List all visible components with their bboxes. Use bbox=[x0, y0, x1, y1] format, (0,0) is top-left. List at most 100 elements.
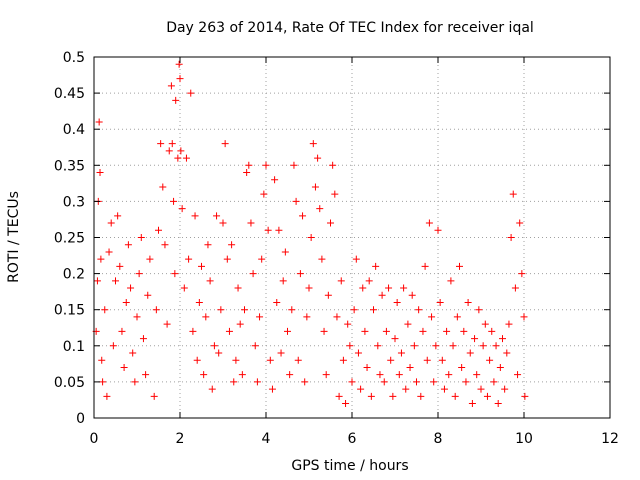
data-point bbox=[178, 205, 186, 213]
data-point bbox=[225, 327, 233, 335]
y-tick-label: 0.4 bbox=[63, 122, 85, 138]
data-point bbox=[468, 400, 476, 408]
data-point bbox=[327, 219, 334, 227]
data-point bbox=[359, 284, 367, 292]
data-point bbox=[477, 385, 485, 393]
data-point bbox=[344, 320, 352, 328]
data-point bbox=[460, 327, 468, 335]
x-tick-label: 0 bbox=[90, 431, 99, 447]
x-axis-label: GPS time / hours bbox=[291, 458, 408, 474]
axis-ticks bbox=[93, 56, 611, 419]
data-point bbox=[279, 277, 287, 285]
data-point bbox=[430, 378, 438, 386]
data-point bbox=[174, 154, 182, 162]
data-point bbox=[99, 378, 107, 386]
data-point bbox=[114, 212, 122, 220]
data-point bbox=[275, 226, 283, 234]
data-point bbox=[273, 298, 281, 306]
data-point bbox=[97, 255, 105, 263]
data-point bbox=[509, 190, 517, 198]
data-point bbox=[305, 284, 313, 292]
y-tick-label: 0.05 bbox=[54, 375, 85, 391]
y-tick-label: 0.3 bbox=[63, 194, 85, 210]
data-point bbox=[168, 140, 176, 148]
x-tick-label: 12 bbox=[601, 431, 619, 447]
data-point bbox=[499, 335, 506, 343]
data-point bbox=[107, 219, 115, 227]
data-point bbox=[423, 356, 431, 364]
data-point bbox=[385, 284, 393, 292]
data-point bbox=[471, 335, 479, 343]
data-point bbox=[292, 197, 300, 205]
data-point bbox=[395, 371, 403, 379]
data-point bbox=[372, 262, 380, 270]
y-axis-label: ROTI / TECUs bbox=[6, 191, 22, 283]
y-tick-label: 0.15 bbox=[54, 303, 85, 319]
data-point bbox=[249, 270, 257, 278]
data-point bbox=[314, 154, 322, 162]
data-point bbox=[176, 75, 184, 83]
y-tick-label: 0.35 bbox=[54, 158, 85, 174]
data-point bbox=[241, 306, 248, 314]
data-point bbox=[352, 255, 360, 263]
data-point bbox=[238, 371, 246, 379]
data-point bbox=[402, 385, 410, 393]
data-point bbox=[152, 306, 160, 314]
data-point bbox=[165, 147, 173, 155]
y-tick-label: 0.1 bbox=[63, 339, 85, 355]
data-point bbox=[232, 356, 240, 364]
x-tick-label: 4 bbox=[262, 431, 271, 447]
y-tick-label: 0.5 bbox=[63, 50, 85, 66]
data-point bbox=[410, 342, 418, 350]
data-point bbox=[466, 349, 474, 357]
data-point bbox=[271, 176, 279, 184]
data-point bbox=[266, 356, 274, 364]
data-point bbox=[180, 284, 188, 292]
data-point bbox=[380, 378, 388, 386]
data-point bbox=[120, 363, 128, 371]
data-point bbox=[479, 342, 487, 350]
data-point bbox=[316, 205, 324, 213]
data-point bbox=[137, 234, 145, 241]
data-point bbox=[481, 320, 489, 328]
data-point bbox=[443, 327, 451, 335]
data-point bbox=[400, 284, 408, 292]
data-point bbox=[378, 291, 386, 299]
data-point bbox=[333, 313, 341, 321]
data-point bbox=[451, 392, 459, 400]
data-point bbox=[303, 313, 311, 321]
data-point bbox=[389, 392, 397, 400]
data-point bbox=[103, 392, 111, 400]
data-point bbox=[301, 378, 309, 386]
data-point bbox=[348, 378, 356, 386]
data-point bbox=[350, 306, 358, 314]
data-point bbox=[286, 371, 294, 379]
data-point bbox=[449, 342, 457, 350]
data-point bbox=[245, 161, 253, 169]
data-point bbox=[453, 313, 461, 321]
data-point bbox=[370, 306, 377, 314]
data-point bbox=[309, 140, 317, 148]
data-point bbox=[440, 385, 448, 393]
data-point bbox=[496, 363, 504, 371]
data-point bbox=[135, 270, 143, 278]
data-point bbox=[296, 270, 304, 278]
data-point bbox=[417, 392, 425, 400]
data-point bbox=[230, 378, 238, 386]
data-point bbox=[112, 277, 119, 285]
data-point bbox=[202, 313, 210, 321]
data-point bbox=[213, 212, 221, 220]
data-point bbox=[195, 298, 203, 306]
data-point bbox=[247, 219, 255, 227]
data-point bbox=[408, 291, 416, 299]
x-tick-label: 10 bbox=[515, 431, 533, 447]
data-point bbox=[363, 363, 371, 371]
data-point bbox=[200, 371, 208, 379]
data-point bbox=[490, 378, 498, 386]
data-point bbox=[464, 298, 472, 306]
data-point bbox=[473, 371, 481, 379]
data-point bbox=[150, 392, 158, 400]
data-point bbox=[163, 320, 171, 328]
data-point bbox=[198, 262, 205, 270]
data-point bbox=[185, 255, 193, 263]
